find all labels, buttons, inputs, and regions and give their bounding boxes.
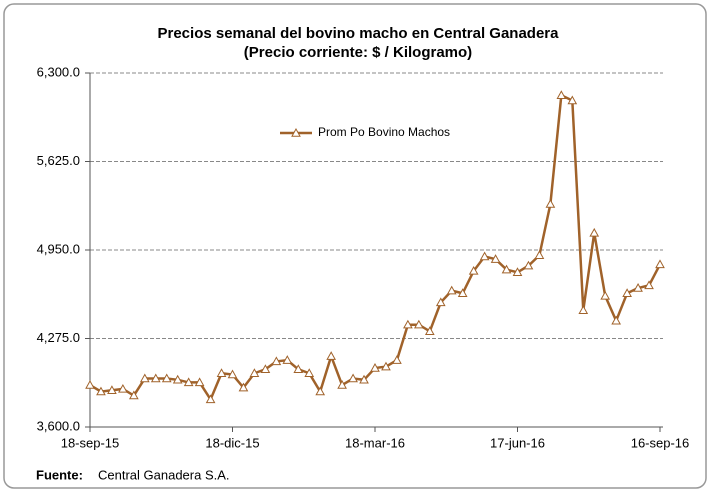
point-marker — [107, 385, 117, 394]
point-marker — [216, 368, 227, 377]
point-marker — [523, 260, 534, 270]
point-marker — [381, 361, 391, 371]
x-tick-label: 17-jun-16 — [490, 435, 545, 450]
point-marker — [260, 364, 271, 374]
point-marker — [348, 373, 358, 383]
x-tick-label: 18-dic-15 — [205, 435, 259, 450]
point-marker — [85, 380, 95, 389]
point-marker — [271, 356, 282, 366]
point-marker — [622, 288, 632, 297]
legend-label: Prom Po Bovino Machos — [318, 125, 450, 139]
point-marker — [534, 250, 545, 259]
point-marker — [479, 251, 490, 261]
chart-title: Precios semanal del bovino macho en Cent… — [158, 25, 560, 42]
point-marker — [512, 267, 523, 276]
point-marker — [150, 373, 161, 383]
point-marker — [403, 319, 413, 329]
point-marker — [96, 386, 106, 396]
x-tick-label: 18-mar-16 — [345, 435, 405, 450]
point-marker — [183, 377, 194, 387]
point-marker — [359, 374, 369, 384]
point-marker — [556, 90, 567, 99]
point-marker — [589, 227, 600, 237]
point-marker — [337, 380, 347, 389]
point-marker — [644, 280, 654, 290]
y-tick-label: 5,625.0 — [37, 153, 80, 168]
source-label: Fuente: — [36, 467, 83, 482]
point-marker — [326, 351, 337, 360]
point-marker — [600, 290, 611, 300]
x-tick-label: 16-sep-16 — [631, 435, 690, 450]
point-marker — [161, 373, 172, 383]
point-marker — [238, 382, 249, 392]
point-marker — [227, 369, 238, 379]
point-marker — [293, 364, 304, 374]
x-tick-label: 18-sep-15 — [61, 435, 120, 450]
point-marker — [567, 95, 578, 105]
point-marker — [315, 386, 326, 396]
point-marker — [282, 355, 293, 364]
point-marker — [172, 374, 183, 384]
point-marker — [205, 394, 216, 404]
legend-marker — [291, 127, 301, 137]
y-tick-label: 6,300.0 — [37, 64, 80, 79]
point-marker — [457, 288, 468, 297]
y-tick-label: 3,600.0 — [37, 418, 80, 433]
point-marker — [446, 285, 457, 295]
point-marker — [578, 305, 589, 315]
point-marker — [118, 383, 128, 393]
y-tick-label: 4,950.0 — [37, 241, 80, 256]
point-marker — [435, 297, 446, 307]
chart-subtitle: (Precio corriente: $ / Kilogramo) — [244, 44, 472, 61]
point-marker — [655, 259, 665, 269]
point-marker — [545, 199, 556, 208]
point-marker — [128, 390, 139, 400]
point-marker — [139, 373, 150, 383]
point-marker — [490, 254, 501, 263]
point-marker — [501, 264, 512, 274]
point-marker — [370, 362, 380, 372]
point-marker — [194, 377, 205, 387]
point-marker — [633, 282, 643, 292]
point-marker — [413, 319, 424, 329]
point-marker — [611, 315, 622, 325]
source-text: Central Ganadera S.A. — [98, 467, 230, 482]
point-marker — [468, 265, 479, 275]
chart-frame — [3, 3, 707, 489]
point-marker — [392, 355, 402, 364]
y-tick-label: 4,275.0 — [37, 330, 80, 345]
point-marker — [249, 368, 260, 377]
point-marker — [304, 368, 315, 377]
point-marker — [424, 326, 435, 335]
